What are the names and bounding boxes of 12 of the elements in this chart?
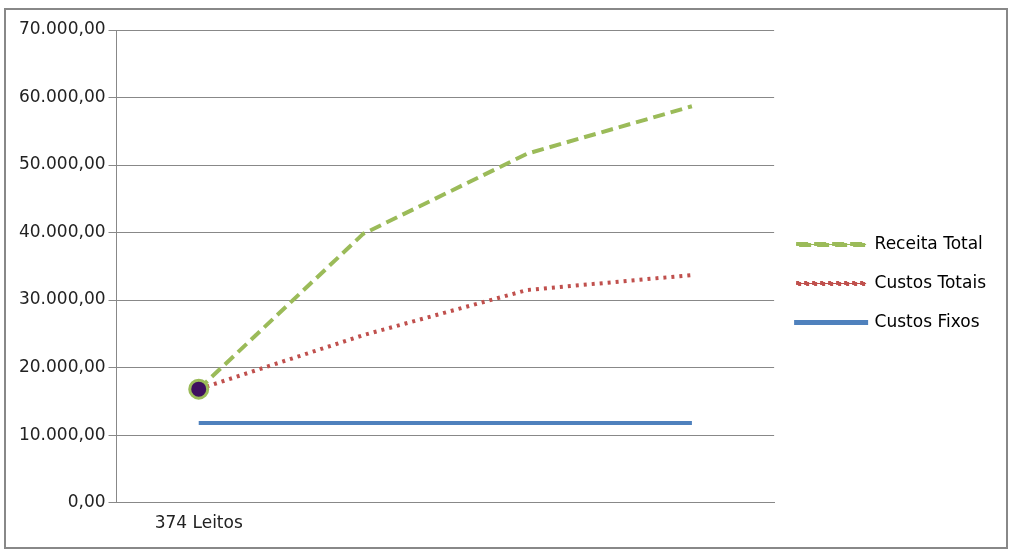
y-tick-label: 0,00 <box>67 491 106 512</box>
y-tick-label: 70.000,00 <box>18 18 106 39</box>
y-tick-label: 10.000,00 <box>18 423 106 444</box>
legend-label: Custos Totais <box>874 271 987 292</box>
y-tick-label: 60.000,00 <box>18 85 106 106</box>
legend-label: Receita Total <box>874 232 983 253</box>
y-tick-label: 40.000,00 <box>18 220 106 241</box>
y-tick-label: 30.000,00 <box>18 288 106 309</box>
legend-label: Custos Fixos <box>874 310 980 331</box>
x-tick-label: 374 Leitos <box>154 512 243 533</box>
y-tick-label: 50.000,00 <box>18 153 106 174</box>
y-tick-label: 20.000,00 <box>18 355 106 376</box>
